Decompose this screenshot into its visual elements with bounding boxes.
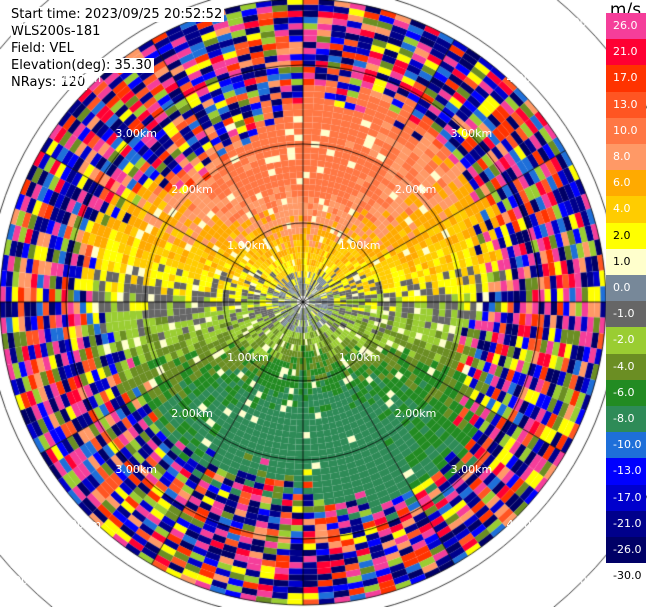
colorbar-tick-label: -1.0 bbox=[613, 307, 635, 321]
colorbar-tick-label: -10.0 bbox=[613, 438, 642, 452]
field-label: Field: VEL bbox=[11, 41, 76, 56]
colorbar-swatch bbox=[606, 65, 646, 92]
range-ring-label: 1.00km bbox=[227, 350, 269, 364]
colorbar-tick-label: 17.0 bbox=[613, 71, 638, 85]
colorbar-tick-label: -6.0 bbox=[613, 385, 635, 399]
colorbar-tick-label: 2.0 bbox=[613, 228, 631, 242]
colorbar-tick-label: -17.0 bbox=[613, 490, 642, 504]
colorbar-tick-label: -8.0 bbox=[613, 412, 635, 425]
colorbar-swatch bbox=[606, 379, 646, 406]
elevation-label: Elevation(deg): 35.30 bbox=[11, 58, 154, 73]
range-ring-label: 5.00km bbox=[3, 15, 46, 29]
colorbar-swatch bbox=[606, 458, 646, 485]
colorbar-tick-label: 8.0 bbox=[613, 150, 631, 163]
colorbar-swatch bbox=[606, 537, 646, 564]
colorbar-tick-label: 6.0 bbox=[613, 176, 631, 190]
colorbar-tick-label: 26.0 bbox=[613, 19, 638, 32]
range-ring-label: 2.00km bbox=[171, 406, 213, 420]
range-ring-label: 4.00km bbox=[59, 518, 102, 532]
range-ring-label: 1.00km bbox=[338, 239, 381, 253]
colorbar-tick-label: -13.0 bbox=[613, 464, 642, 478]
colorbar-swatch bbox=[606, 144, 646, 171]
colorbar-swatch bbox=[606, 510, 646, 537]
colorbar-tick-label: 13.0 bbox=[613, 97, 638, 111]
colorbar-tick-label: -21.0 bbox=[613, 516, 642, 530]
range-ring-label: 2.00km bbox=[171, 183, 213, 197]
colorbar-swatch bbox=[606, 406, 646, 433]
range-ring-label: 2.00km bbox=[394, 183, 437, 197]
range-ring-label: 1.00km bbox=[227, 239, 269, 253]
start-time-label: Start time: 2023/09/25 20:52:52 bbox=[11, 7, 225, 22]
range-ring-label: 3.00km bbox=[450, 462, 493, 476]
range-ring-label: 3.00km bbox=[115, 127, 157, 141]
range-ring-label: 3.00km bbox=[450, 127, 493, 141]
colorbar-swatch bbox=[606, 170, 646, 197]
colorbar-swatch bbox=[606, 327, 646, 354]
colorbar-swatch bbox=[606, 484, 646, 511]
range-ring-label: 4.00km bbox=[59, 71, 102, 85]
colorbar-swatch bbox=[606, 117, 646, 144]
colorbar-swatch bbox=[606, 39, 646, 66]
colorbar-swatch bbox=[606, 301, 646, 328]
range-ring-label: 5.00km bbox=[3, 574, 46, 588]
colorbar-swatch bbox=[606, 353, 646, 380]
nrays-label: NRays: 120 bbox=[11, 75, 88, 90]
colorbar-swatch bbox=[606, 91, 646, 118]
range-ring-label: 4.00km bbox=[506, 518, 549, 532]
colorbar-tick-label: -26.0 bbox=[613, 543, 642, 556]
colorbar-tick-label: 1.0 bbox=[613, 254, 631, 268]
colorbar-tick-label: 10.0 bbox=[613, 123, 638, 137]
colorbar-swatch bbox=[606, 563, 646, 590]
range-ring-label: 2.00km bbox=[394, 406, 437, 420]
colorbar-swatch bbox=[606, 196, 646, 223]
colorbar-swatch bbox=[606, 275, 646, 302]
colorbar-tick-label: -4.0 bbox=[613, 359, 635, 373]
colorbar-tick-label: -30.0 bbox=[613, 569, 642, 583]
range-ring-label: 3.00km bbox=[115, 462, 157, 476]
colorbar-tick-label: -2.0 bbox=[613, 333, 635, 347]
instrument-label: WLS200s-181 bbox=[11, 24, 103, 39]
colorbar-tick-label: 4.0 bbox=[613, 202, 631, 216]
colorbar-tick-label: 0.0 bbox=[613, 281, 631, 294]
colorbar-swatch bbox=[606, 222, 646, 249]
colorbar-swatch bbox=[606, 248, 646, 275]
range-ring-label: 5.00km bbox=[562, 574, 604, 588]
colorbar-tick-label: 21.0 bbox=[613, 45, 638, 59]
range-ring-label: 4.00km bbox=[506, 71, 549, 85]
colorbar-swatch bbox=[606, 432, 646, 459]
range-ring-label: 5.00km bbox=[562, 15, 604, 29]
range-ring-label: 1.00km bbox=[338, 350, 381, 364]
colorbar-swatch bbox=[606, 13, 646, 40]
